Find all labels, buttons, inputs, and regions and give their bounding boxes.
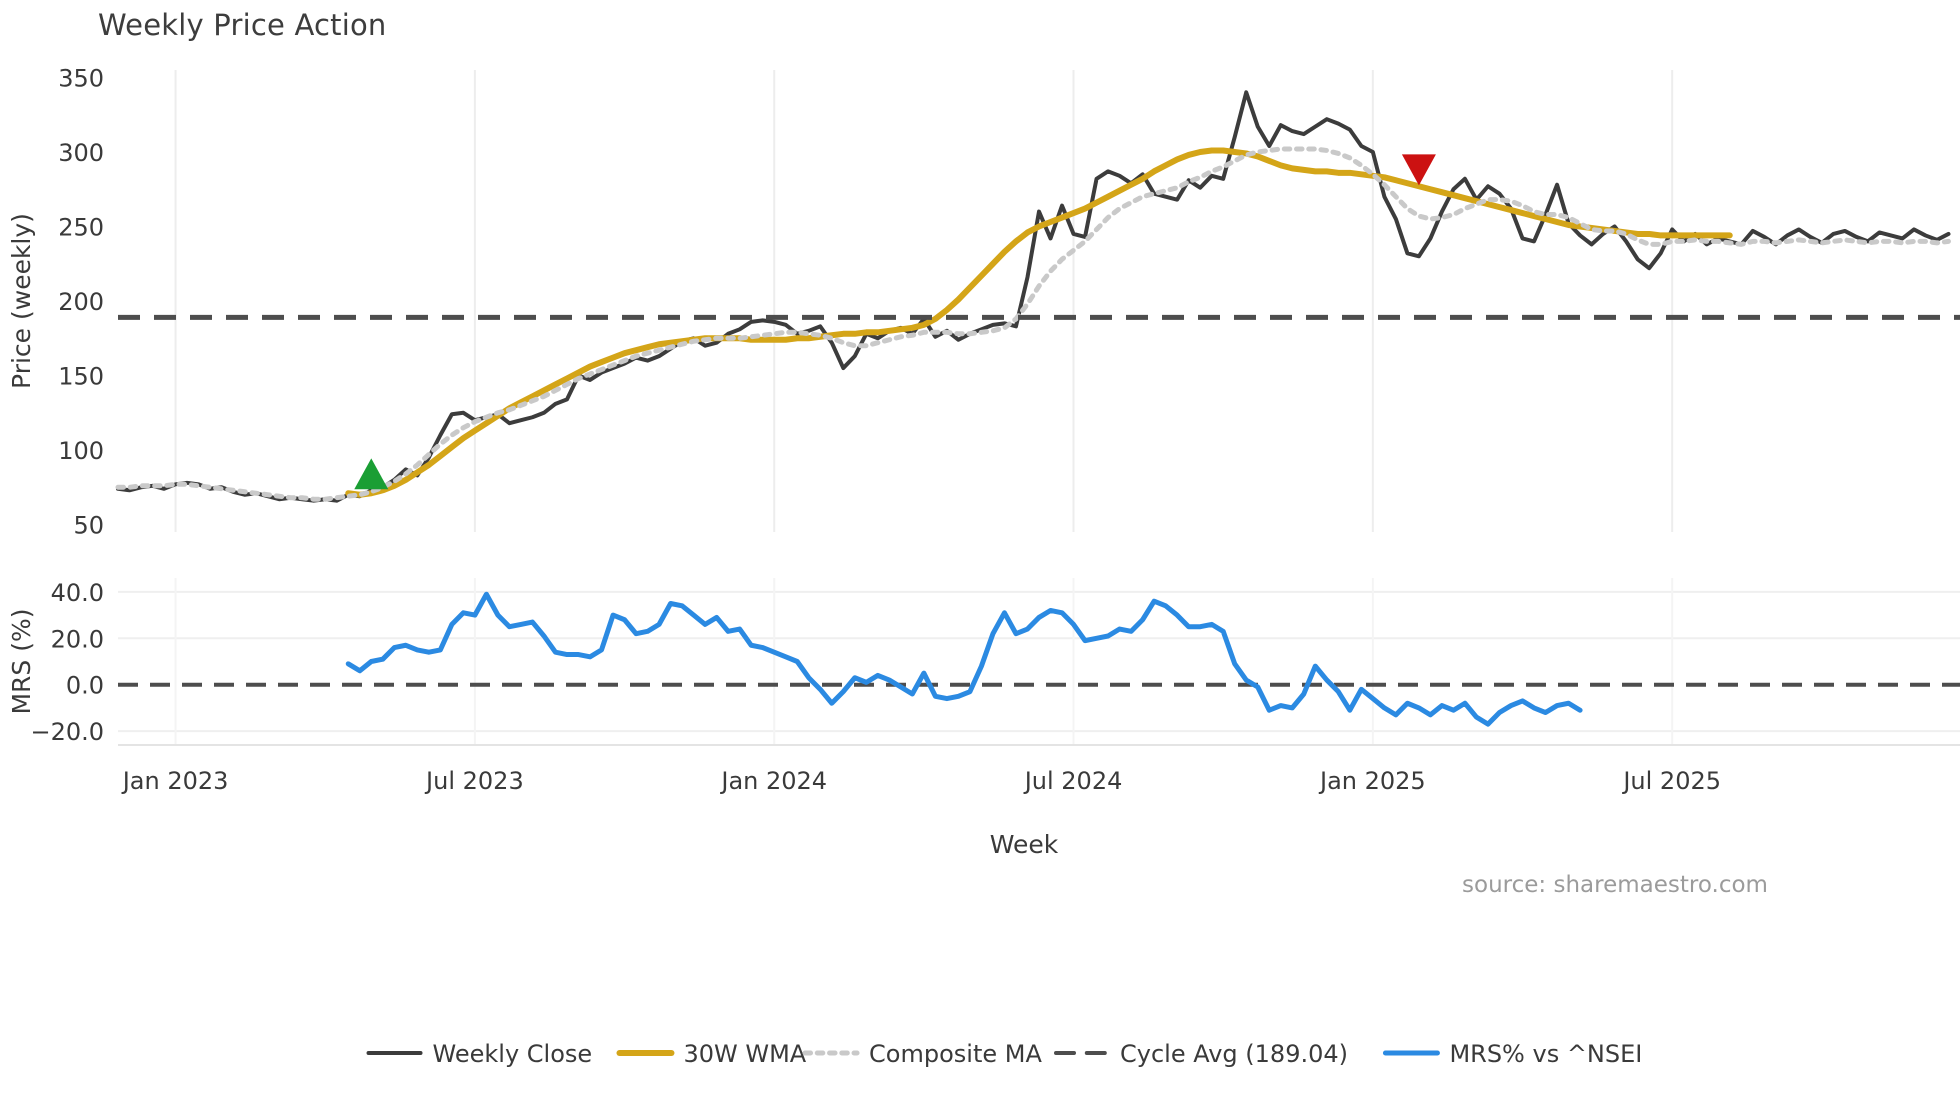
price-ytick-label-5: 300 <box>58 139 104 167</box>
price-line-30w-wma <box>345 147 1733 498</box>
price-ytick-label-3: 200 <box>58 288 104 316</box>
price-axis-group: 50 100 150 200 250 300 350 Price (weekly) <box>7 64 104 539</box>
price-ytick-label-1: 100 <box>58 437 104 465</box>
extras-group: source: sharemaestro.com Weekly Close 30W … <box>366 872 1768 1068</box>
price-ytick-label-6: 350 <box>58 64 104 92</box>
x-tick-label-4: Jan 2025 <box>1318 767 1426 795</box>
mrs-series-group <box>118 591 1960 727</box>
price-markers-group <box>354 154 1436 490</box>
price-ytick-label-4: 250 <box>58 213 104 241</box>
price-ytick-label-0: 50 <box>73 512 104 540</box>
legend-label-3: Cycle Avg (189.04) <box>1120 1040 1348 1068</box>
watermark-text: source: sharemaestro.com <box>1462 872 1768 898</box>
x-axis-group: Jan 2023 Jul 2023 Jan 2024 Jul 2024 Jan 2025… <box>118 744 1960 859</box>
mrs-ytick-label-3: 40.0 <box>51 579 104 607</box>
legend-label-1: 30W WMA <box>683 1040 806 1068</box>
price-ytick-label-2: 150 <box>58 363 104 391</box>
mrs-axis-group: −20.0 0.0 20.0 40.0 MRS (%) <box>7 579 104 746</box>
legend-item-0[interactable]: Weekly Close <box>366 1040 593 1068</box>
legend-item-3[interactable]: Cycle Avg (189.04) <box>1054 1040 1348 1068</box>
x-tick-label-1: Jul 2023 <box>424 767 524 795</box>
legend-item-2[interactable]: Composite MA <box>802 1040 1042 1068</box>
mrs-ytick-label-1: 0.0 <box>66 672 104 700</box>
x-tick-label-3: Jul 2024 <box>1023 767 1123 795</box>
price-line-composite-ma <box>115 146 1951 502</box>
legend-label-2: Composite MA <box>869 1040 1042 1068</box>
mrs-grid <box>118 578 1960 745</box>
page-title: Weekly Price Action <box>98 8 387 42</box>
x-tick-label-5: Jul 2025 <box>1621 767 1721 795</box>
buy-signal-marker <box>354 458 389 490</box>
mrs-ytick-label-0: −20.0 <box>30 718 104 746</box>
legend-item-4[interactable]: MRS% vs ^NSEI <box>1382 1040 1642 1068</box>
price-series-group <box>115 90 1960 503</box>
mrs-axis-title: MRS (%) <box>7 608 36 714</box>
price-axis-title: Price (weekly) <box>7 213 36 389</box>
price-grid <box>174 70 1674 532</box>
x-tick-label-0: Jan 2023 <box>121 767 229 795</box>
legend-label-4: MRS% vs ^NSEI <box>1449 1040 1642 1068</box>
legend-label-0: Weekly Close <box>433 1040 593 1068</box>
mrs-line <box>345 591 1583 727</box>
legend-item-1[interactable]: 30W WMA <box>616 1040 807 1068</box>
sell-signal-marker <box>1401 154 1436 186</box>
x-axis-title: Week <box>990 830 1059 859</box>
x-tick-label-2: Jan 2024 <box>719 767 827 795</box>
mrs-ytick-label-2: 20.0 <box>51 625 104 653</box>
